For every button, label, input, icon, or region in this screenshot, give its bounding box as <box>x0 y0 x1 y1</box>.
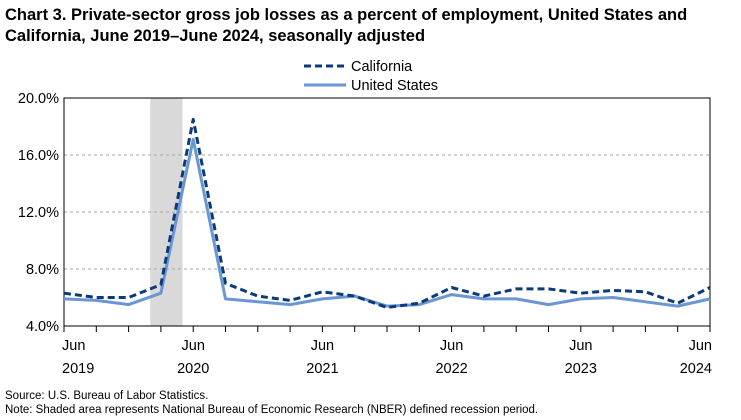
x-tick-label-year: 2023 <box>565 361 597 377</box>
chart-title: Chart 3. Private-sector gross job losses… <box>5 6 688 45</box>
y-tick-label: 20.0% <box>18 91 59 107</box>
x-tick-label-month: Jun <box>689 338 712 354</box>
x-tick-label-year: 2020 <box>177 361 209 377</box>
x-tick-label-month: Jun <box>440 338 463 354</box>
recession-note: Note: Shaded area represents National Bu… <box>5 404 539 416</box>
series-line-california <box>63 117 711 309</box>
x-tick-label-month: Jun <box>311 338 334 354</box>
y-tick-label: 4.0% <box>26 319 59 335</box>
x-tick-label-month: Jun <box>62 338 85 354</box>
legend-label-california: California <box>351 59 413 75</box>
y-tick-label: 8.0% <box>26 262 59 278</box>
x-tick-label-year: 2019 <box>62 361 94 377</box>
x-tick-label-month: Jun <box>569 338 592 354</box>
source-note: Source: U.S. Bureau of Labor Statistics. <box>5 390 209 402</box>
legend-label-united-states: United States <box>351 78 438 94</box>
x-tick-label-month: Jun <box>182 338 205 354</box>
x-tick-label-year: 2021 <box>306 361 338 377</box>
series-line-united-states <box>63 137 711 308</box>
y-tick-label: 12.0% <box>18 205 59 221</box>
x-tick-label-year: 2024 <box>680 361 712 377</box>
y-tick-label: 16.0% <box>18 148 59 164</box>
x-tick-label-year: 2022 <box>435 361 467 377</box>
